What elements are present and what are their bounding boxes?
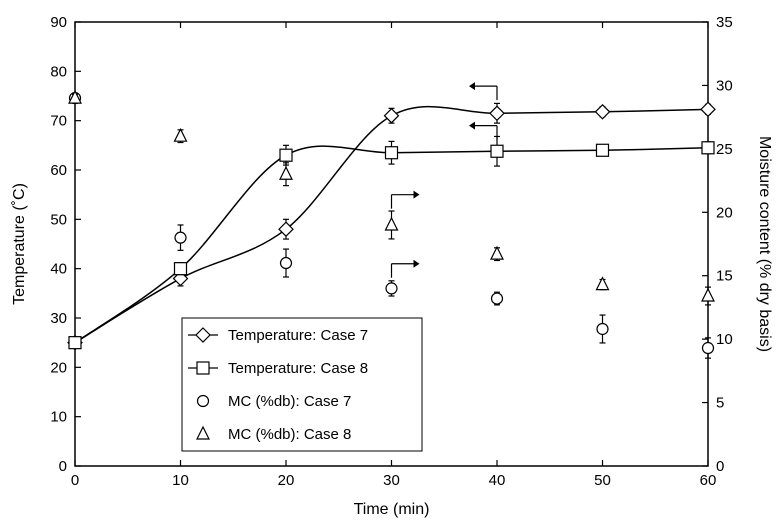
x-tick-label: 60 xyxy=(700,472,717,489)
data-point-square xyxy=(490,144,504,158)
y2-tick-label: 15 xyxy=(716,268,733,285)
y2-tick-label: 20 xyxy=(716,204,733,221)
data-point-square xyxy=(279,148,293,162)
legend-marker-diamond xyxy=(195,327,211,343)
data-point-triangle xyxy=(490,245,504,260)
data-point-diamond xyxy=(700,101,716,118)
y-tick-label: 90 xyxy=(50,14,67,31)
y-tick-label: 0 xyxy=(59,458,67,475)
data-point-circle xyxy=(174,231,187,244)
y-tick-label: 50 xyxy=(50,211,67,228)
legend-label: Temperature: Case 7 xyxy=(228,327,368,344)
data-point-circle xyxy=(490,292,504,305)
data-point-triangle xyxy=(384,216,399,231)
data-point-square xyxy=(595,143,610,157)
data-point-square xyxy=(384,146,399,160)
data-point-circle xyxy=(385,282,398,295)
x-tick-label: 50 xyxy=(594,472,611,489)
legend-label: Temperature: Case 8 xyxy=(228,360,368,377)
y-tick-label: 20 xyxy=(50,359,67,376)
data-point-circle xyxy=(279,256,293,270)
y2-tick-label: 5 xyxy=(716,395,724,412)
y-tick-label: 80 xyxy=(50,63,67,80)
data-point-diamond xyxy=(489,105,505,122)
legend-box xyxy=(181,317,423,452)
data-point-square xyxy=(173,262,188,276)
legend-marker-square xyxy=(196,361,210,375)
y2-tick-label: 25 xyxy=(716,141,733,158)
y-tick-label: 10 xyxy=(50,409,67,426)
axis-indicator-arrowhead xyxy=(413,259,420,268)
x-tick-label: 10 xyxy=(172,472,189,489)
data-point-circle xyxy=(596,322,609,336)
y2-tick-label: 35 xyxy=(716,14,733,31)
y-axis-title: Temperature (˚C) xyxy=(11,183,28,305)
x-axis-title: Time (min) xyxy=(354,501,430,518)
x-tick-label: 20 xyxy=(278,472,295,489)
data-point-triangle xyxy=(68,89,82,104)
data-point-circle xyxy=(701,341,715,355)
legend-label: MC (%db): Case 8 xyxy=(228,426,351,443)
data-point-square xyxy=(701,141,715,155)
data-point-triangle xyxy=(595,276,610,291)
legend-label: MC (%db): Case 7 xyxy=(228,393,351,410)
y-tick-label: 60 xyxy=(50,162,67,179)
x-tick-label: 40 xyxy=(489,472,506,489)
axis-indicator-arrowhead xyxy=(413,190,420,199)
data-point-diamond xyxy=(383,107,400,124)
data-point-triangle xyxy=(173,127,188,142)
series-line-square xyxy=(74,145,709,344)
data-point-triangle xyxy=(701,287,715,302)
y2-axis-title: Moisture content (% dry basis) xyxy=(756,136,773,352)
legend-marker-circle xyxy=(196,394,210,408)
y2-tick-label: 0 xyxy=(716,458,724,475)
data-point-square xyxy=(68,336,82,350)
data-point-diamond xyxy=(278,221,294,238)
axis-indicator-arrowhead xyxy=(469,121,475,130)
data-point-triangle xyxy=(279,165,293,180)
y2-tick-label: 10 xyxy=(716,331,733,348)
legend-marker-triangle xyxy=(196,425,210,440)
y2-tick-label: 30 xyxy=(716,77,733,94)
y-tick-label: 70 xyxy=(50,113,67,130)
y-tick-label: 30 xyxy=(50,310,67,327)
data-point-diamond xyxy=(594,103,611,120)
x-tick-label: 30 xyxy=(383,472,400,489)
y-tick-label: 40 xyxy=(50,261,67,278)
axis-indicator-arrowhead xyxy=(469,82,475,91)
x-tick-label: 0 xyxy=(71,472,79,489)
